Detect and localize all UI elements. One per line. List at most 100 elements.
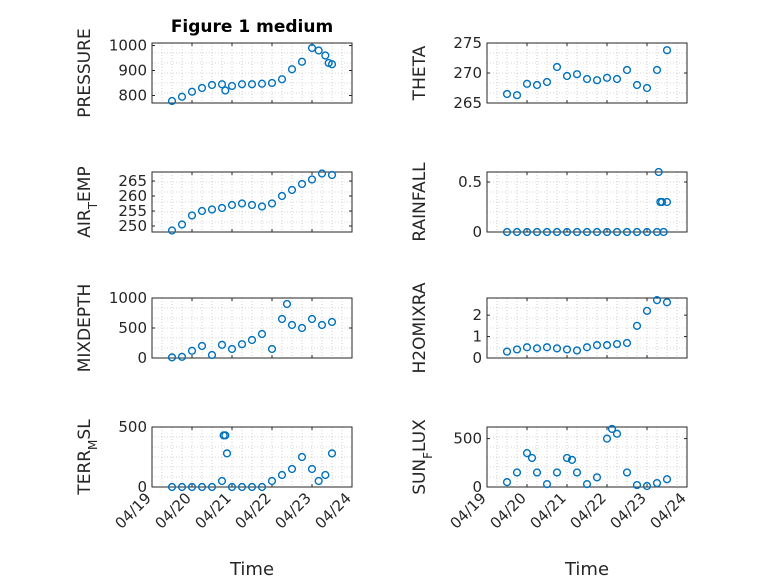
data-point (321, 51, 330, 60)
x-tick-label: 04/19 (112, 489, 155, 532)
y-axis-label: TERRMSL (75, 419, 100, 496)
data-point (237, 199, 247, 208)
data-point (502, 227, 512, 237)
y-tick-label: 500 (118, 418, 147, 436)
data-point (247, 200, 257, 210)
y-tick-label: 0 (472, 349, 482, 367)
panel-pressure: 800 900 1000 PRESSURE Figure 1 medium (75, 17, 353, 118)
data-point (227, 344, 237, 354)
y-tick-label: 1000 (109, 37, 147, 55)
data-point (632, 80, 642, 90)
data-point (542, 479, 552, 489)
x-tick-label: 04/24 (312, 489, 355, 532)
data-point (314, 46, 323, 55)
data-point (237, 80, 247, 89)
y-tick-label: 0.5 (458, 173, 482, 191)
data-point (317, 169, 327, 178)
data-point (607, 424, 617, 434)
data-point (527, 453, 537, 463)
data-point (297, 57, 307, 66)
data-point (207, 482, 217, 492)
data-point (502, 89, 512, 99)
data-point (277, 191, 287, 201)
data-point (522, 343, 532, 352)
data-point (257, 79, 267, 88)
y-tick-label: 260 (118, 187, 147, 205)
data-point (257, 482, 267, 492)
data-point (177, 352, 187, 361)
data-point (307, 43, 317, 53)
data-point (602, 341, 612, 350)
y-axis-label: RAINFALL (410, 162, 430, 242)
data-point (632, 480, 642, 490)
data-point (327, 317, 337, 327)
data-point (221, 86, 230, 95)
y-tick-label: 900 (118, 62, 147, 80)
data-point (612, 74, 622, 84)
data-point (277, 314, 287, 324)
data-point (552, 468, 562, 477)
data-point (237, 482, 247, 492)
data-point (662, 475, 672, 484)
data-point (177, 92, 187, 101)
data-point (642, 83, 652, 93)
data-point (512, 468, 522, 477)
data-point (592, 227, 602, 237)
axes-frame (151, 42, 353, 104)
data-point (247, 335, 257, 345)
data-point (552, 344, 562, 353)
data-point (227, 200, 237, 210)
data-point (572, 70, 582, 79)
x-axis-label: Time (229, 559, 274, 580)
data-point (659, 227, 668, 237)
data-point (227, 81, 237, 91)
data-point (652, 65, 662, 75)
y-tick-label: 0 (472, 478, 482, 496)
data-point (297, 179, 307, 189)
data-point (522, 449, 532, 458)
data-point (177, 220, 187, 229)
data-point (642, 227, 652, 237)
data-point (217, 203, 227, 213)
panel-terr-msl: 0 500 TERRMSL 04/1904/2004/2104/2204/2304/2… (75, 418, 355, 580)
data-point (247, 80, 257, 89)
data-point (167, 353, 177, 362)
data-point (287, 65, 297, 74)
data-point (602, 227, 612, 237)
data-point (572, 468, 582, 477)
data-point (321, 470, 330, 480)
axes-frame (486, 171, 688, 233)
y-tick-label: 800 (118, 87, 147, 105)
data-point (217, 80, 227, 89)
data-point (652, 296, 662, 305)
data-point (552, 227, 562, 237)
data-point (297, 323, 307, 333)
y-tick-label: 0 (137, 478, 147, 496)
data-point (257, 329, 267, 339)
data-point (287, 464, 297, 474)
data-point (207, 350, 217, 360)
data-point (522, 79, 532, 88)
data-point (221, 431, 230, 440)
data-point (297, 452, 307, 462)
data-point (207, 80, 217, 90)
data-point (532, 227, 542, 237)
y-axis-label: H2OMIXRA (410, 282, 430, 373)
data-point (657, 197, 667, 207)
data-point (277, 75, 287, 84)
data-point (187, 346, 197, 355)
data-point (562, 345, 572, 354)
data-point (582, 479, 592, 489)
x-tick-label: 04/21 (192, 489, 235, 532)
data-point (532, 468, 542, 477)
data-point (592, 341, 602, 350)
data-point (622, 65, 632, 75)
y-axis-label: MIXDEPTH (75, 284, 95, 373)
data-point (612, 429, 622, 438)
data-point (542, 77, 552, 87)
data-point (167, 482, 177, 492)
data-point (222, 449, 232, 458)
data-point (307, 175, 317, 184)
